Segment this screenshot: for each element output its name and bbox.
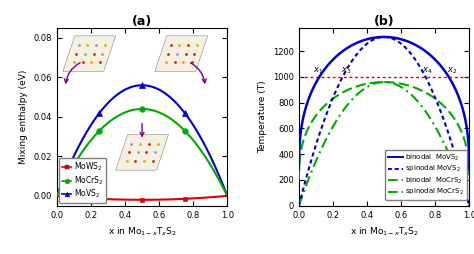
- Text: $x_3$: $x_3$: [341, 65, 351, 76]
- Title: (a): (a): [132, 15, 152, 28]
- Y-axis label: Temperature (T): Temperature (T): [258, 81, 267, 153]
- X-axis label: x in Mo$_{1-x}$T$_x$S$_2$: x in Mo$_{1-x}$T$_x$S$_2$: [349, 225, 419, 238]
- Polygon shape: [116, 135, 168, 170]
- Text: $x_4$: $x_4$: [422, 65, 433, 76]
- Legend: MoWS$_2$, MoCrS$_2$, MoVS$_2$: MoWS$_2$, MoCrS$_2$, MoVS$_2$: [59, 157, 106, 203]
- Polygon shape: [63, 36, 116, 71]
- Title: (b): (b): [374, 15, 394, 28]
- Polygon shape: [155, 36, 208, 71]
- Text: $x_1$: $x_1$: [312, 65, 323, 76]
- X-axis label: x in Mo$_{1-x}$T$_x$S$_2$: x in Mo$_{1-x}$T$_x$S$_2$: [108, 225, 177, 238]
- Legend: binodal  MoVS$_2$, spinodal MoVS$_2$, binodal  MoCrS$_2$, spinodal MoCrS$_2$: binodal MoVS$_2$, spinodal MoVS$_2$, bin…: [385, 150, 467, 200]
- Y-axis label: Mixing enthalpy (eV): Mixing enthalpy (eV): [19, 70, 28, 164]
- Text: $x_2$: $x_2$: [447, 65, 457, 76]
